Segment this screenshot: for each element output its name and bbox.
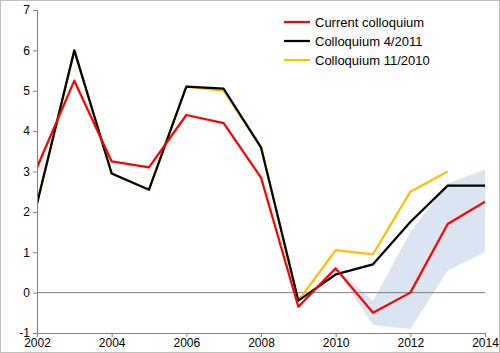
y-tick: 2	[23, 205, 37, 219]
y-tick-label: 5	[23, 84, 30, 98]
x-tick-label: 2006	[173, 336, 200, 350]
x-tick-label: 2012	[397, 336, 424, 350]
y-axis-line	[33, 11, 38, 334]
y-tick-label: 6	[23, 44, 30, 58]
y-tick-label: 1	[23, 246, 30, 260]
y-tick-mark	[33, 172, 37, 173]
x-tick-label: 2010	[323, 336, 350, 350]
y-tick: 3	[23, 165, 37, 179]
y-tick-label: 2	[23, 205, 30, 219]
series-line	[37, 50, 485, 300]
legend-swatch	[284, 59, 310, 61]
zero-line	[37, 292, 485, 293]
y-tick: 5	[23, 84, 37, 98]
y-tick-mark	[33, 293, 37, 294]
y-tick-mark	[33, 91, 37, 92]
plot-area	[37, 50, 485, 329]
x-tick-label: 2008	[248, 336, 275, 350]
legend-label: Current colloquium	[315, 15, 424, 30]
chart: 2002200420062008201020122014-101234567Cu…	[0, 0, 500, 353]
series-line	[37, 50, 448, 300]
y-tick-label: -1	[19, 326, 30, 340]
y-tick: 0	[23, 286, 37, 300]
y-tick-mark	[33, 10, 37, 11]
x-tick: 2008	[248, 333, 275, 350]
x-tick: 2006	[173, 333, 200, 350]
x-tick: 2004	[99, 333, 126, 350]
x-tick: 2010	[323, 333, 350, 350]
legend-swatch	[284, 40, 310, 42]
chart-frame	[1, 1, 500, 353]
y-tick-mark	[33, 252, 37, 253]
y-tick-label: 7	[23, 3, 30, 17]
legend-label: Colloquium 11/2010	[315, 53, 430, 68]
y-tick-mark	[33, 333, 37, 334]
y-tick-mark	[33, 131, 37, 132]
y-tick-label: 3	[23, 165, 30, 179]
y-tick: -1	[19, 326, 37, 340]
series-line	[37, 81, 485, 313]
legend: Current colloquium Colloquium 4/2011 Collo…	[284, 15, 430, 68]
y-tick-mark	[33, 212, 37, 213]
legend-swatch	[284, 21, 310, 23]
x-tick-label: 2014	[472, 336, 499, 350]
x-tick: 2012	[397, 333, 424, 350]
y-tick-label: 4	[23, 124, 30, 138]
y-tick: 6	[23, 44, 37, 58]
y-tick-label: 0	[23, 286, 30, 300]
y-tick: 4	[23, 124, 37, 138]
y-tick: 1	[23, 246, 37, 260]
x-tick: 2014	[472, 333, 499, 350]
x-tick-label: 2004	[99, 336, 126, 350]
legend-label: Colloquium 4/2011	[315, 34, 422, 49]
y-tick-mark	[33, 50, 37, 51]
x-axis: 2002200420062008201020122014	[24, 333, 499, 350]
y-tick: 7	[23, 3, 37, 17]
y-axis: -1 0 1 2 3 4 5 6 7	[19, 3, 37, 340]
